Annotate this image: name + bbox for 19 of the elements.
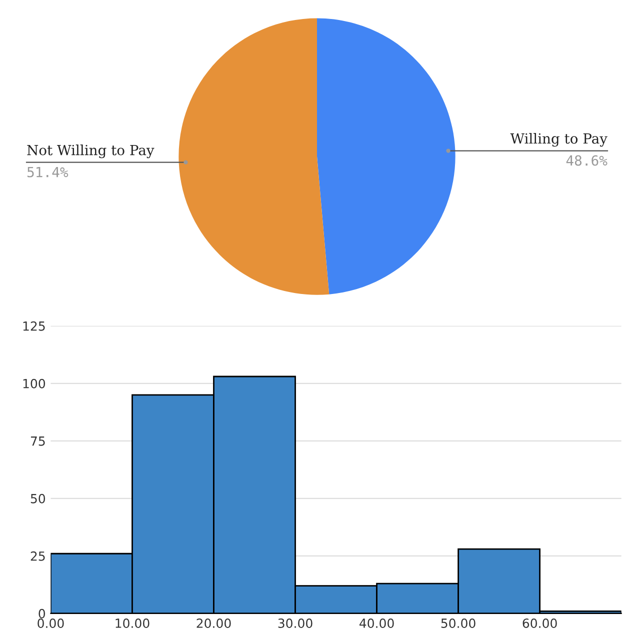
slice-label: Not Willing to Pay xyxy=(27,144,154,158)
pie-slice xyxy=(317,18,456,294)
pie-slice xyxy=(178,18,330,295)
x-tick-label: 20.00 xyxy=(196,618,231,628)
x-tick-label: 40.00 xyxy=(359,618,394,628)
x-tick-label: 50.00 xyxy=(441,618,476,628)
y-tick-label: 75 xyxy=(30,436,45,446)
x-tick-label: 30.00 xyxy=(278,618,312,628)
y-tick-label: 100 xyxy=(23,378,46,388)
data-label: 48.6% xyxy=(566,155,608,166)
x-tick-label: 10.00 xyxy=(116,618,150,628)
data-label: 51.4% xyxy=(27,166,68,178)
y-tick-label: 50 xyxy=(30,494,46,504)
x-tick-label: 60.00 xyxy=(522,618,557,628)
x-tick-label: 0.00 xyxy=(38,618,64,628)
y-tick-label: 125 xyxy=(23,321,45,331)
y-tick-label: 25 xyxy=(30,551,45,561)
y-tick-label: 0 xyxy=(38,608,46,618)
slice-label: Willing to Pay xyxy=(510,132,608,147)
